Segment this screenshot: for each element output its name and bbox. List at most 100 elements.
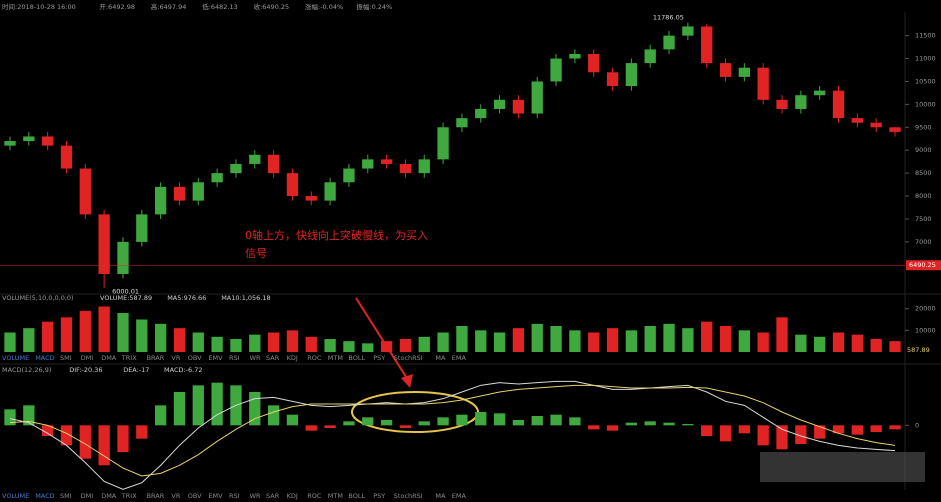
candle-body [192, 182, 204, 201]
volume-bar [79, 310, 91, 352]
y-tick-label: 11500 [915, 32, 936, 40]
candle-body [399, 163, 412, 174]
macd-bar [380, 420, 393, 426]
indicator-tab[interactable]: DMA [101, 492, 117, 500]
y-tick-label: 8500 [915, 169, 932, 177]
candle-body [23, 136, 35, 142]
macd-bar [719, 425, 732, 442]
macd-bar [757, 425, 769, 446]
volume-bar [23, 328, 35, 352]
volume-bar [249, 334, 261, 352]
indicator-tab[interactable]: VR [171, 492, 180, 500]
last-volume-label: 587.89 [907, 346, 930, 354]
max-label: 11786.05 [653, 14, 684, 22]
indicator-tab[interactable]: VOLUME [2, 492, 29, 500]
indicator-tab[interactable]: EMV [208, 492, 223, 500]
indicator-tab[interactable]: StochRSI [394, 354, 423, 362]
indicator-tab[interactable]: VR [171, 354, 180, 362]
volume-bar [4, 332, 16, 352]
indicator-tab[interactable]: MACD [35, 354, 54, 362]
indicator-tab[interactable]: MA [435, 492, 446, 500]
indicator-tab[interactable]: SAR [266, 354, 280, 362]
indicator-tab[interactable]: WR [250, 492, 261, 500]
panel-header: MA10:1,056.18 [221, 294, 270, 302]
indicator-tab[interactable]: SMI [60, 354, 72, 362]
indicator-tab[interactable]: WR [250, 354, 261, 362]
macd-bar [456, 414, 468, 426]
volume-bar [475, 330, 487, 352]
macd-bar [550, 414, 562, 426]
candle-body [644, 49, 656, 64]
indicator-tab[interactable]: RSI [229, 354, 240, 362]
candle-body [682, 26, 694, 36]
volume-bar [136, 319, 148, 352]
indicator-tab[interactable]: MACD [35, 492, 54, 500]
volume-bar [719, 326, 732, 352]
indicator-tab[interactable]: VOLUME [2, 354, 29, 362]
macd-bar [682, 424, 694, 426]
indicator-tab[interactable]: PSY [373, 492, 385, 500]
last-price-label: 6490.25 [909, 261, 936, 269]
volume-bar [832, 332, 845, 352]
panel-header: MACD:-6.72 [164, 366, 203, 374]
indicator-tab[interactable]: MA [435, 354, 446, 362]
macd-bar [493, 413, 506, 426]
macd-bar [795, 425, 807, 444]
indicator-tab[interactable]: BRAR [147, 492, 165, 500]
macd-bar [60, 425, 73, 446]
macd-line [9, 384, 896, 477]
indicator-tab[interactable]: KDJ [287, 354, 298, 362]
volume-bar [117, 313, 129, 352]
candle-body [79, 168, 91, 215]
volume-bar [814, 336, 826, 352]
macd-bar [399, 425, 412, 428]
indicator-tab[interactable]: TRIX [121, 492, 137, 500]
macd-bar [23, 405, 35, 426]
indicator-tab[interactable]: BOLL [348, 354, 365, 362]
macd-bar [154, 405, 167, 426]
indicator-tab[interactable]: BRAR [147, 354, 165, 362]
volume-bar [192, 332, 204, 352]
indicator-tab[interactable]: TRIX [121, 354, 137, 362]
volume-bar [173, 328, 186, 352]
volume-bar [380, 341, 393, 352]
indicator-tab[interactable]: PSY [373, 354, 385, 362]
indicator-tab[interactable]: EMA [452, 492, 467, 500]
indicator-tab[interactable]: ROC [307, 354, 322, 362]
indicator-tab[interactable]: DMI [81, 492, 94, 500]
volume-bar [343, 341, 355, 352]
volume-bar [154, 323, 167, 352]
volume-bar [588, 332, 600, 352]
indicator-tab[interactable]: MTM [328, 492, 343, 500]
indicator-tab[interactable]: BOLL [348, 492, 365, 500]
volume-bar [701, 321, 713, 352]
candle-body [267, 154, 280, 174]
indicator-tab[interactable]: MTM [328, 354, 343, 362]
macd-bar [343, 421, 355, 426]
candle-body [249, 154, 261, 164]
indicator-tab[interactable]: RSI [229, 492, 240, 500]
last-price-box [906, 260, 941, 271]
macd-bar [173, 392, 186, 426]
volume-bar [682, 328, 694, 352]
indicator-tab[interactable]: KDJ [287, 492, 298, 500]
indicator-tab[interactable]: StochRSI [394, 492, 423, 500]
volume-bar [362, 343, 374, 352]
candle-body [98, 214, 110, 274]
candle-body [362, 159, 374, 169]
indicator-tab[interactable]: ROC [307, 492, 322, 500]
candle-body [4, 141, 16, 146]
indicator-tab[interactable]: DMA [101, 354, 117, 362]
indicator-tab[interactable]: SAR [266, 492, 280, 500]
volume-bar [795, 334, 807, 352]
annotation: 信号 [245, 247, 267, 260]
indicator-tab[interactable]: DMI [81, 354, 94, 362]
volume-bar [456, 326, 468, 352]
indicator-tab[interactable]: EMA [452, 354, 467, 362]
indicator-tab[interactable]: OBV [188, 354, 202, 362]
indicator-tab[interactable]: OBV [188, 492, 202, 500]
indicator-tab[interactable]: SMI [60, 492, 72, 500]
indicator-tab[interactable]: EMV [208, 354, 223, 362]
panel-header: MA5:976.66 [167, 294, 206, 302]
candle-body [154, 186, 167, 215]
